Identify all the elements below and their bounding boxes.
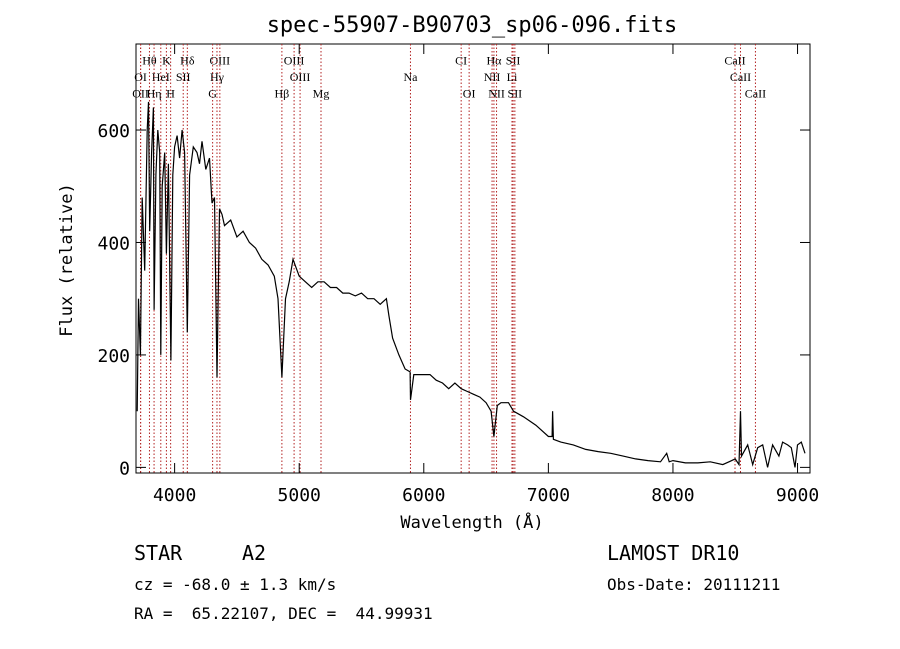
spectral-line-label: SII bbox=[508, 87, 523, 101]
x-tick-label: 4000 bbox=[153, 485, 196, 506]
coordinates: RA = 65.22107, DEC = 44.99931 bbox=[134, 604, 433, 623]
y-axis-label: Flux (relative) bbox=[57, 183, 77, 337]
spectral-line-label: G bbox=[208, 87, 217, 101]
spectral-line-label: CI bbox=[455, 54, 467, 68]
spectral-line-label: OI bbox=[463, 87, 476, 101]
object-subclass: A2 bbox=[242, 541, 266, 565]
spectral-line-label: Hδ bbox=[180, 54, 195, 68]
spectral-line-label: H bbox=[166, 87, 175, 101]
spectral-line-label: OIII bbox=[284, 54, 305, 68]
spectral-line-label: Hβ bbox=[274, 87, 289, 101]
x-tick-label: 9000 bbox=[776, 485, 819, 506]
spectral-line-label: Mg bbox=[313, 87, 330, 101]
spectral-line-label: Na bbox=[403, 70, 418, 84]
spectral-line-label: Hγ bbox=[210, 70, 225, 84]
spectral-line-label: SII bbox=[176, 70, 191, 84]
spectral-line-label: OIII bbox=[290, 70, 311, 84]
x-tick-label: 6000 bbox=[402, 485, 445, 506]
obs-date: Obs-Date: 20111211 bbox=[607, 575, 780, 594]
chart-title: spec-55907-B90703_sp06-096.fits bbox=[267, 13, 678, 38]
spectral-line-label: CaII bbox=[745, 87, 766, 101]
spectral-line-label: NII bbox=[488, 87, 505, 101]
spectrum bbox=[136, 101, 806, 468]
redshift: cz = -68.0 ± 1.3 km/s bbox=[134, 575, 336, 594]
x-tick-label: 7000 bbox=[527, 485, 570, 506]
y-tick-label: 400 bbox=[97, 233, 130, 254]
survey: LAMOST DR10 bbox=[607, 541, 739, 565]
spectral-line-label: NII bbox=[484, 70, 501, 84]
x-axis-label: Wavelength (Å) bbox=[400, 511, 543, 533]
spectral-line-label: OII bbox=[132, 87, 149, 101]
spectral-line-label: Hα bbox=[486, 54, 502, 68]
spectral-line-label: SII bbox=[506, 54, 521, 68]
spectral-line-label: CaII bbox=[724, 54, 745, 68]
x-tick-label: 5000 bbox=[278, 485, 321, 506]
spectral-line-label: Hθ bbox=[142, 54, 157, 68]
spectral-line-label: Hη bbox=[147, 87, 162, 101]
y-tick-label: 200 bbox=[97, 346, 130, 367]
x-tick-label: 8000 bbox=[651, 485, 694, 506]
spectral-line-label: OIII bbox=[210, 54, 231, 68]
plot-frame bbox=[135, 43, 811, 474]
y-tick-label: 0 bbox=[119, 458, 130, 479]
spectral-line-label: Li bbox=[507, 70, 518, 84]
spectral-line-label: K bbox=[162, 54, 171, 68]
object-class: STAR bbox=[134, 541, 183, 565]
spectral-line-label: HeI bbox=[152, 70, 170, 84]
y-tick-label: 600 bbox=[97, 121, 130, 142]
spectral-line-label: CaII bbox=[730, 70, 751, 84]
